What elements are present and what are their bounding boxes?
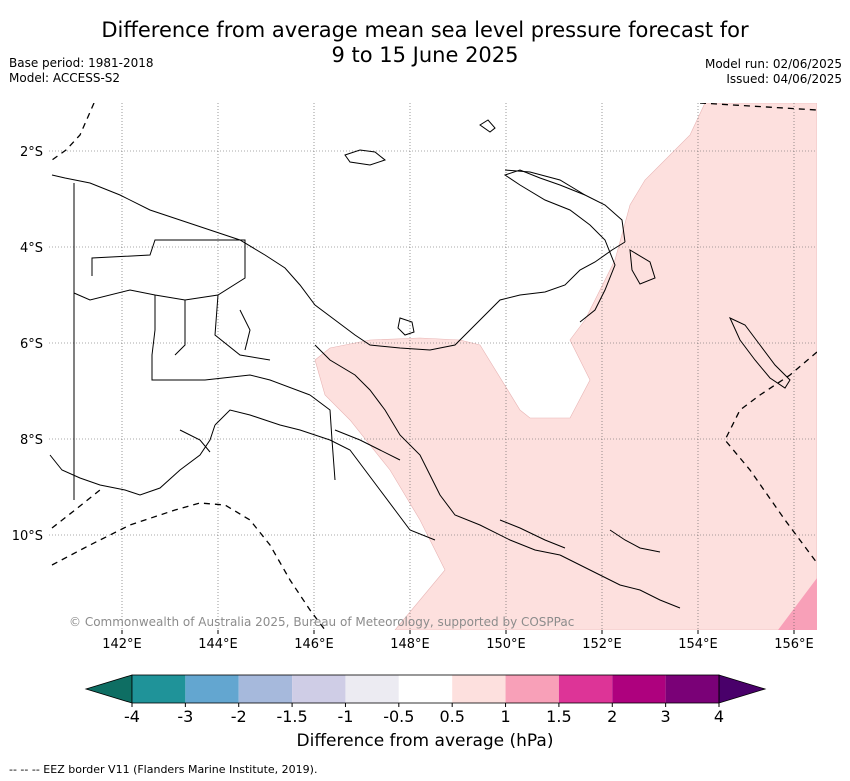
lat-label-10s: 10°S xyxy=(12,529,43,544)
colorbar-tick-label: 3 xyxy=(661,707,671,726)
lon-label-146e: 146°E xyxy=(294,637,334,652)
colorbar-tick-label: -3 xyxy=(177,707,193,726)
lat-label-4s: 4°S xyxy=(20,241,43,256)
colorbar-tick-label: 4 xyxy=(714,707,724,726)
colorbar-tick-label: -2 xyxy=(231,707,247,726)
meta-left: Base period: 1981-2018 Model: ACCESS-S2 xyxy=(9,56,154,86)
issued-text: Issued: 04/06/2025 xyxy=(726,72,842,86)
colorbar-block xyxy=(612,675,666,703)
colorbar-tick-label: 0.5 xyxy=(439,707,464,726)
colorbar-label: Difference from average (hPa) xyxy=(296,731,554,751)
lon-label-144e: 144°E xyxy=(198,637,238,652)
colorbar-frame xyxy=(131,674,720,704)
colorbar-block xyxy=(558,675,613,703)
base-period-text: Base period: 1981-2018 xyxy=(9,56,154,70)
colorbar-block xyxy=(665,675,719,703)
model-run-text: Model run: 02/06/2025 xyxy=(704,57,842,71)
lon-label-156e: 156°E xyxy=(774,637,814,652)
colorbar-block xyxy=(238,675,293,703)
lon-label-142e: 142°E xyxy=(102,637,142,652)
colorbar-block xyxy=(452,675,506,703)
colorbar-tick-label: 1.5 xyxy=(546,707,571,726)
colorbar-tick-label: -0.5 xyxy=(383,707,414,726)
anomaly-region-0.5-to-1 xyxy=(314,103,817,630)
colorbar-tick-label: -4 xyxy=(124,707,140,726)
lon-labels: 142°E 144°E 146°E 148°E 150°E 152°E 154°… xyxy=(102,637,814,652)
colorbar-block xyxy=(185,675,239,703)
colorbar-block xyxy=(505,675,559,703)
colorbar-extend-high xyxy=(718,674,767,704)
lon-ticks xyxy=(121,630,795,634)
eez-legend-footer: -- -- -- EEZ border V11 (Flanders Marine… xyxy=(9,763,318,776)
anomaly-region-1-to-1.5 xyxy=(778,578,817,630)
copyright-credit: © Commonwealth of Australia 2025, Bureau… xyxy=(69,615,574,629)
lon-label-150e: 150°E xyxy=(486,637,526,652)
title-line-1: Difference from average mean sea level p… xyxy=(101,18,749,42)
colorbar-extend-low xyxy=(84,674,133,704)
lon-label-152e: 152°E xyxy=(582,637,622,652)
lon-label-154e: 154°E xyxy=(678,637,718,652)
lon-label-148e: 148°E xyxy=(390,637,430,652)
model-text: Model: ACCESS-S2 xyxy=(9,71,121,85)
map-area xyxy=(49,103,817,630)
title-line-2: 9 to 15 June 2025 xyxy=(331,43,519,67)
colorbar-tick-label: 1 xyxy=(500,707,510,726)
map-title: Difference from average mean sea level p… xyxy=(0,18,850,68)
colorbar-tick-label: -1 xyxy=(337,707,353,726)
colorbar: -4 -3 -2 -1.5 -1 -0.5 0.5 1 1.5 2 3 4 xyxy=(84,674,767,726)
lat-label-2s: 2°S xyxy=(20,145,43,160)
borders xyxy=(73,183,401,500)
eez-borders xyxy=(51,103,817,630)
colorbar-block xyxy=(292,675,346,703)
colorbar-tick-label: 2 xyxy=(607,707,617,726)
lat-labels: 2°S 4°S 6°S 8°S 10°S xyxy=(12,145,43,544)
colorbar-block xyxy=(132,675,186,703)
colorbar-block xyxy=(398,675,453,703)
meta-right: Model run: 02/06/2025 Issued: 04/06/2025 xyxy=(705,57,842,87)
graticule xyxy=(49,103,817,630)
lat-label-6s: 6°S xyxy=(20,337,43,352)
lat-label-8s: 8°S xyxy=(20,433,43,448)
colorbar-block xyxy=(345,675,399,703)
colorbar-tick-label: -1.5 xyxy=(276,707,307,726)
